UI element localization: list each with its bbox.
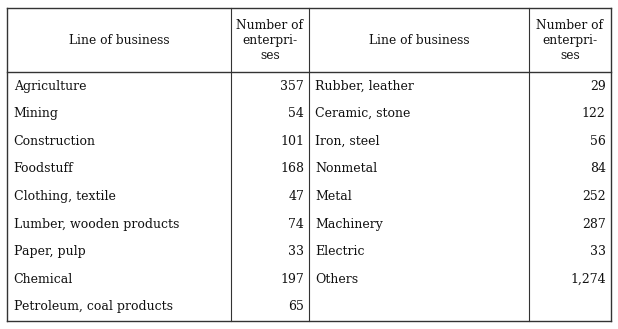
- Text: Petroleum, coal products: Petroleum, coal products: [14, 300, 172, 314]
- Text: 33: 33: [288, 245, 304, 258]
- Text: 168: 168: [280, 163, 304, 175]
- Text: 84: 84: [590, 163, 606, 175]
- Text: Rubber, leather: Rubber, leather: [315, 80, 414, 92]
- Text: Chemical: Chemical: [14, 273, 73, 286]
- Text: 65: 65: [288, 300, 304, 314]
- Text: 122: 122: [582, 107, 606, 120]
- Text: Nonmetal: Nonmetal: [315, 163, 378, 175]
- Text: Metal: Metal: [315, 190, 352, 203]
- Text: Construction: Construction: [14, 135, 96, 148]
- Text: Others: Others: [315, 273, 358, 286]
- Text: 33: 33: [590, 245, 606, 258]
- Text: Ceramic, stone: Ceramic, stone: [315, 107, 410, 120]
- Text: Line of business: Line of business: [69, 34, 169, 47]
- Text: Foodstuff: Foodstuff: [14, 163, 74, 175]
- Text: Lumber, wooden products: Lumber, wooden products: [14, 218, 179, 231]
- Text: 74: 74: [288, 218, 304, 231]
- Text: Machinery: Machinery: [315, 218, 383, 231]
- Text: Number of
enterpri-
ses: Number of enterpri- ses: [536, 19, 603, 62]
- Text: 56: 56: [590, 135, 606, 148]
- Text: 1,274: 1,274: [570, 273, 606, 286]
- Text: Agriculture: Agriculture: [14, 80, 86, 92]
- Text: Electric: Electric: [315, 245, 365, 258]
- Text: 252: 252: [582, 190, 606, 203]
- Text: 287: 287: [582, 218, 606, 231]
- Text: Line of business: Line of business: [369, 34, 470, 47]
- Text: 101: 101: [280, 135, 304, 148]
- Text: 47: 47: [288, 190, 304, 203]
- Text: Iron, steel: Iron, steel: [315, 135, 379, 148]
- Text: 54: 54: [288, 107, 304, 120]
- Text: 29: 29: [590, 80, 606, 92]
- Text: Number of
enterpri-
ses: Number of enterpri- ses: [236, 19, 303, 62]
- Text: Paper, pulp: Paper, pulp: [14, 245, 85, 258]
- Text: 197: 197: [281, 273, 304, 286]
- Text: Clothing, textile: Clothing, textile: [14, 190, 116, 203]
- Text: 357: 357: [281, 80, 304, 92]
- Text: Mining: Mining: [14, 107, 59, 120]
